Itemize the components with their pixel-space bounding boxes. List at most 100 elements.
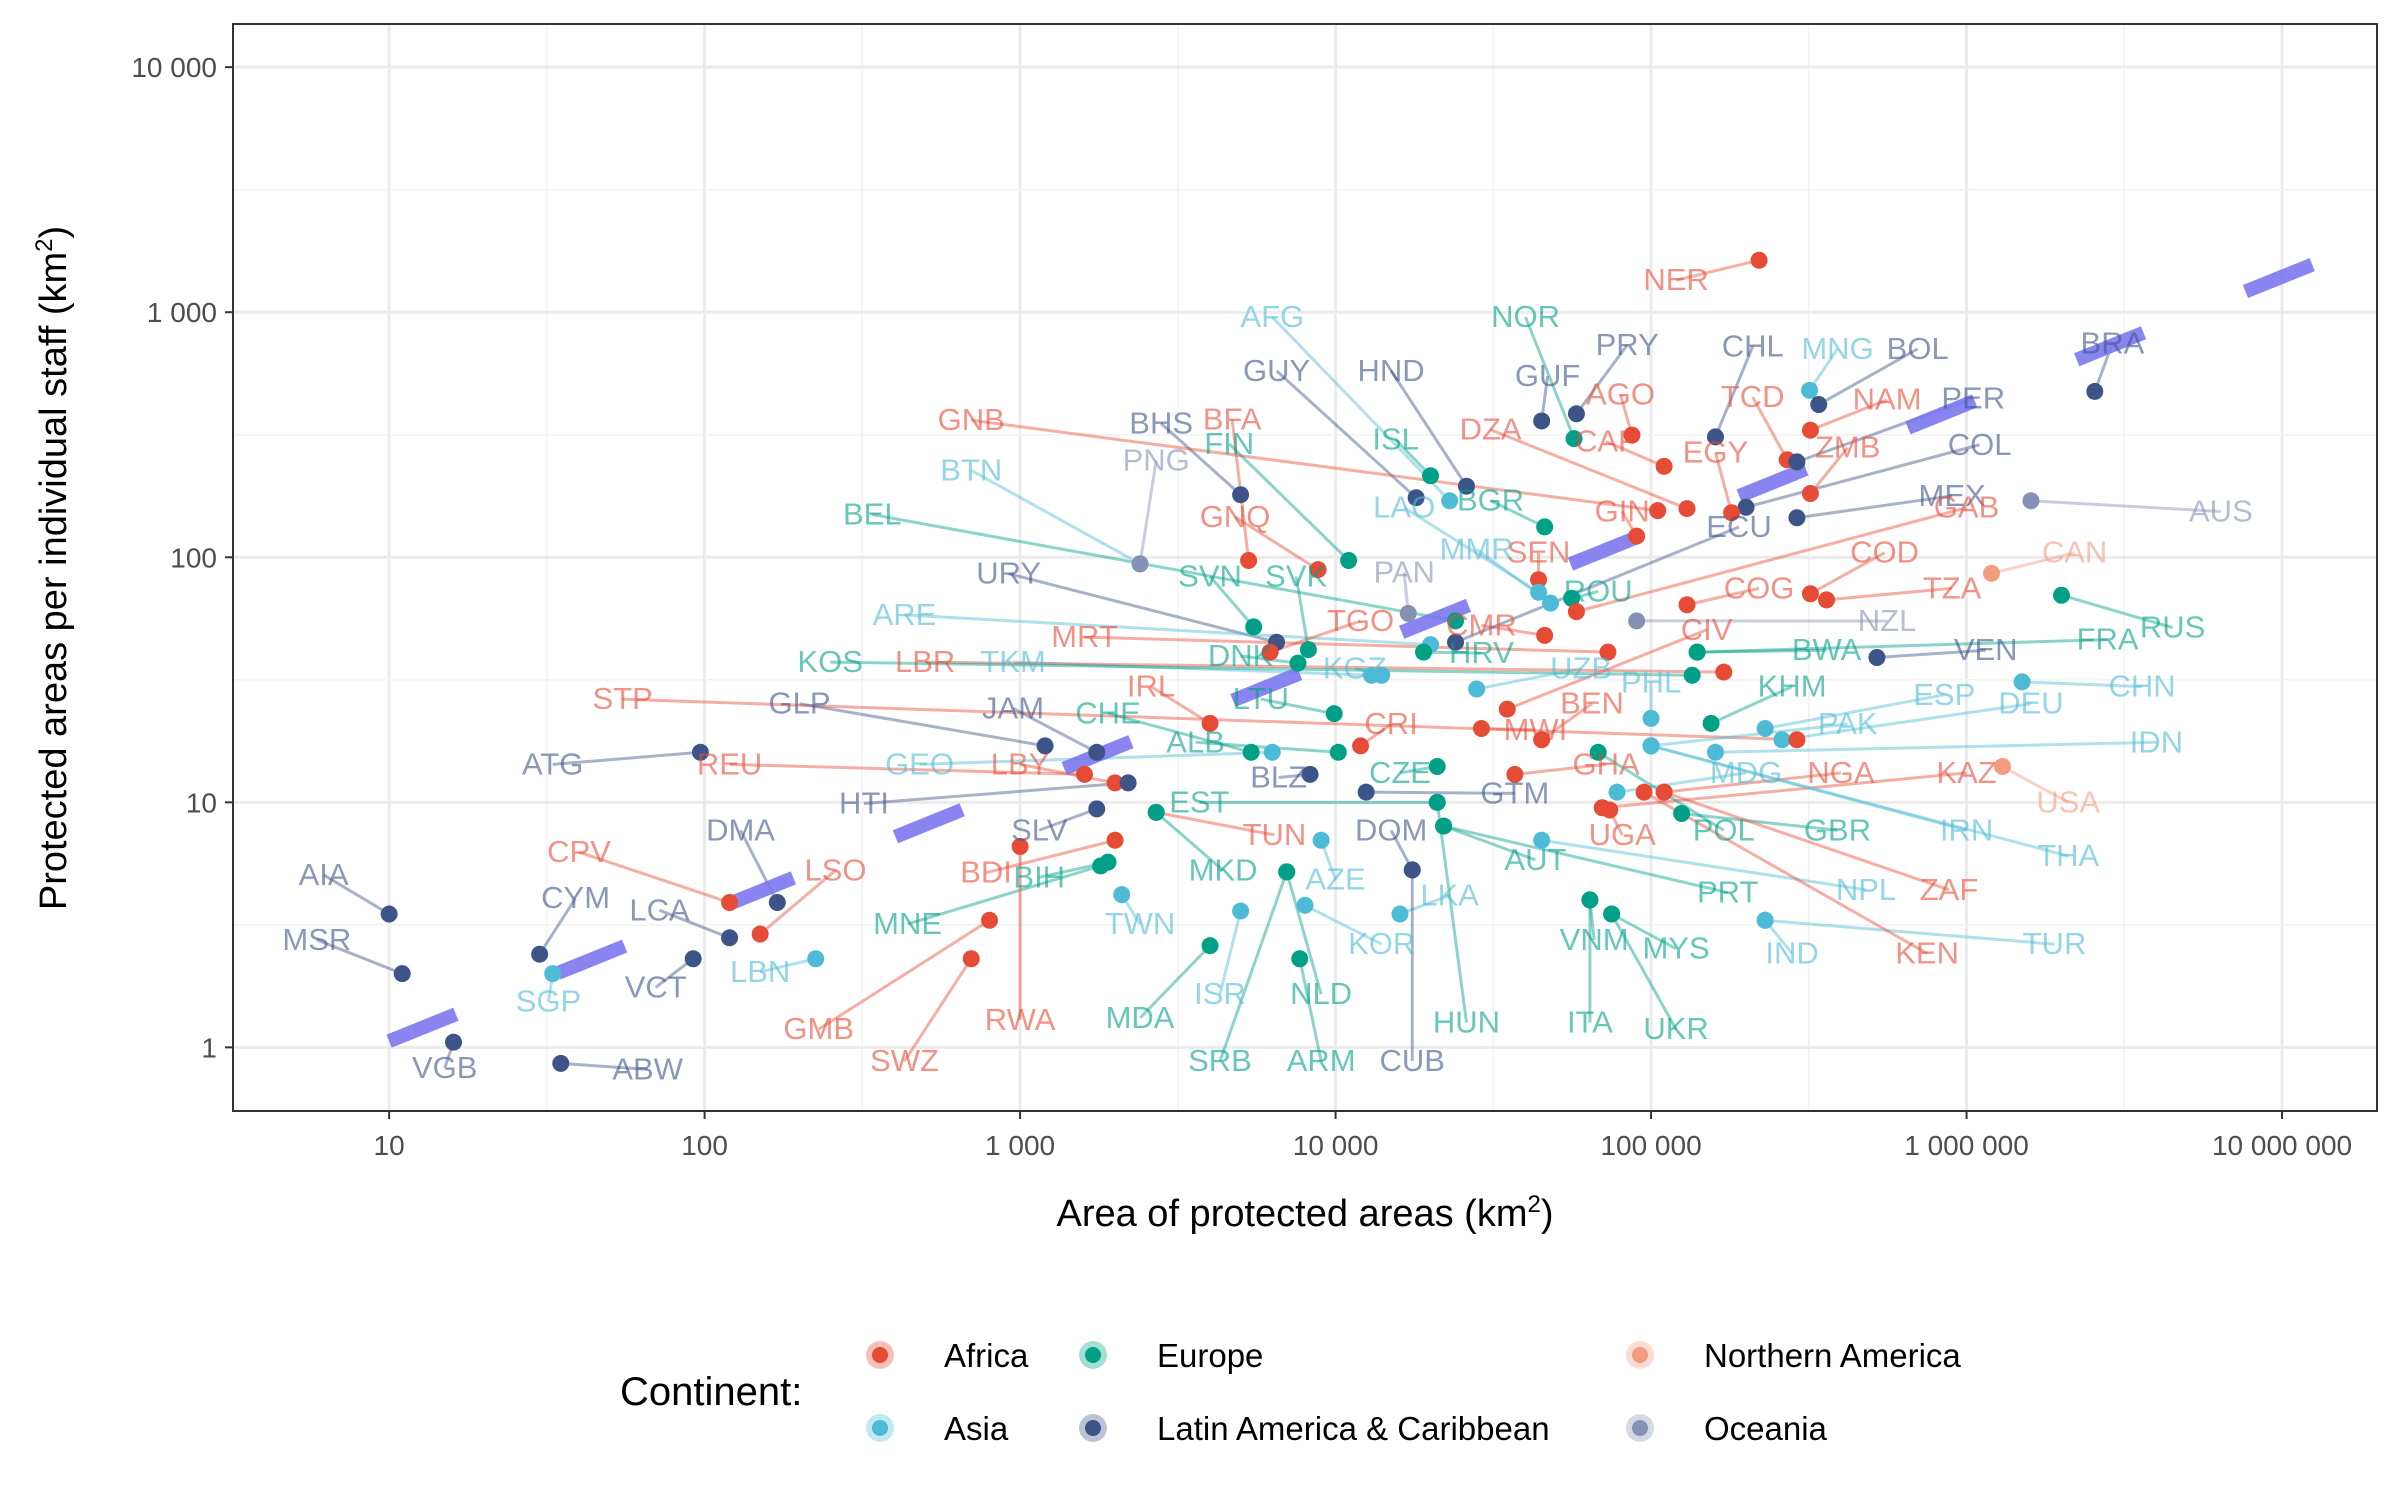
leader-khm — [1710, 685, 1793, 725]
point-chn — [2013, 673, 2031, 691]
leader-mda — [1138, 944, 1212, 1020]
y-tick-label: 1 000 — [147, 297, 217, 328]
point-phl — [1642, 709, 1660, 727]
label-aze: AZE — [1305, 862, 1365, 897]
data-points — [380, 251, 2104, 1072]
leader-ury — [1008, 572, 1277, 644]
point-gab — [1567, 603, 1585, 621]
leader-esp — [1764, 693, 1945, 731]
point-dnk — [1289, 654, 1307, 672]
point-gtm — [1357, 783, 1375, 801]
label-fra: FRA — [2077, 622, 2139, 657]
point-vct — [684, 950, 702, 968]
label-irn: IRN — [1940, 812, 1993, 847]
legend-title: Continent: — [620, 1370, 802, 1414]
label-lbn: LBN — [730, 954, 790, 989]
leader-caf — [1605, 440, 1665, 468]
label-bra: BRA — [2081, 325, 2145, 360]
point-fra — [1688, 643, 1706, 661]
label-fin: FIN — [1204, 426, 1254, 461]
x-tick-label: 100 — [681, 1130, 728, 1161]
label-mmr: MMR — [1440, 531, 1514, 566]
leader-bel — [872, 513, 1456, 623]
leader-tha — [1650, 744, 2069, 858]
point-pol — [1589, 743, 1607, 761]
label-tcd: TCD — [1721, 379, 1785, 414]
point-gmb — [981, 911, 999, 929]
label-leader-lines — [316, 258, 2221, 1071]
label-tha: THA — [2037, 838, 2099, 873]
label-vgb: VGB — [412, 1050, 477, 1085]
label-tza: TZA — [1923, 570, 1982, 605]
x-axis-title-superscript: 2 — [1527, 1191, 1540, 1218]
label-hrv: HRV — [1449, 635, 1514, 670]
label-msr: MSR — [282, 922, 351, 957]
label-isr: ISR — [1194, 976, 1246, 1011]
point-deu — [1773, 731, 1791, 749]
legend-key-asia — [872, 1420, 888, 1436]
point-chl — [1706, 428, 1724, 446]
leader-egy — [1714, 451, 1734, 514]
point-bfa — [1240, 552, 1258, 570]
point-hti — [1119, 774, 1137, 792]
point-lby — [1106, 774, 1124, 792]
point-kos — [1683, 666, 1701, 684]
point-cpv — [721, 894, 739, 912]
point-tha — [1642, 737, 1660, 755]
point-hun — [1428, 793, 1446, 811]
point-pry — [1567, 405, 1585, 423]
label-npl: NPL — [1836, 872, 1896, 907]
leader-cmr — [1481, 623, 1545, 637]
point-alb — [1329, 743, 1347, 761]
label-ben: BEN — [1560, 686, 1624, 721]
label-ken: KEN — [1895, 935, 1959, 970]
leader-nld — [1285, 871, 1323, 995]
leader-kaz — [1602, 771, 1967, 810]
label-arm: ARM — [1287, 1043, 1356, 1078]
leader-btn — [970, 469, 1141, 566]
label-mex: MEX — [1919, 478, 1987, 513]
leader-tcd — [1751, 396, 1789, 461]
point-isl — [1422, 467, 1440, 485]
label-tgo: TGO — [1327, 603, 1394, 638]
point-bol — [1810, 396, 1828, 414]
label-swz: SWZ — [870, 1043, 939, 1078]
leader-gha — [1514, 762, 1607, 776]
label-tun: TUN — [1243, 817, 1307, 852]
point-svk — [1299, 641, 1317, 659]
label-srb: SRB — [1188, 1043, 1252, 1078]
label-lka: LKA — [1420, 877, 1479, 912]
label-uga: UGA — [1589, 817, 1657, 852]
label-cri: CRI — [1364, 706, 1417, 741]
label-hun: HUN — [1433, 1005, 1500, 1040]
label-can: CAN — [2042, 535, 2107, 570]
point-mne — [1092, 857, 1110, 875]
leader-png — [1138, 460, 1158, 565]
leader-rus — [2061, 593, 2174, 630]
point-arm — [1291, 950, 1309, 968]
legend: Continent: Africa Europe Northern America A… — [620, 1337, 1961, 1447]
x-axis-ticks: 10 100 1 000 10 000 100 000 1 000 000 10 000 0… — [374, 1111, 2352, 1161]
label-gnb: GNB — [938, 402, 1005, 437]
x-axis-title: Area of protected areas (km2) — [1056, 1191, 1553, 1235]
leader-tza — [1826, 586, 1953, 602]
point-mrt — [1599, 643, 1617, 661]
label-gin: GIN — [1595, 493, 1650, 528]
point-reu — [1075, 765, 1093, 783]
label-mkd: MKD — [1189, 852, 1258, 887]
leader-fra — [1697, 638, 2108, 654]
point-gbr — [1673, 805, 1691, 823]
label-phl: PHL — [1621, 665, 1681, 700]
x-tick-label: 10 000 000 — [2212, 1130, 2352, 1161]
point-bel — [1447, 612, 1465, 630]
point-nor — [1565, 430, 1583, 448]
label-cpv: CPV — [547, 834, 611, 869]
point-lbr — [1715, 663, 1733, 681]
leader-idn — [1715, 740, 2157, 754]
point-kor — [1296, 896, 1314, 914]
point-cmr — [1536, 626, 1554, 644]
point-labels: NER MNG BRA BOL PRY GUF NAM AGO CHL NOR TCD PER CAF I… — [282, 262, 2252, 1086]
label-aut: AUT — [1504, 842, 1566, 877]
point-afg — [1441, 492, 1459, 510]
